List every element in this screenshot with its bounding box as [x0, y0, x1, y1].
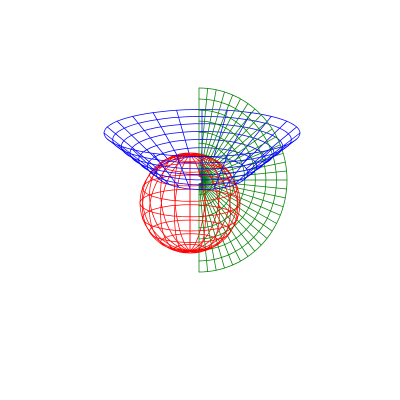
half-disk-spoke	[200, 108, 256, 178]
sphere-parallel	[142, 174, 238, 202]
cone-ring-spoke	[103, 132, 157, 174]
sphere-parallel	[142, 204, 238, 232]
half-disk-spoke	[201, 136, 277, 179]
half-disk-spoke	[200, 182, 256, 252]
half-disk-spoke	[199, 183, 225, 269]
half-disk-spoke	[201, 128, 273, 179]
cone-ring-spoke	[176, 109, 191, 158]
cone-ring-spoke	[224, 112, 252, 160]
half-disk-spoke	[201, 182, 262, 246]
cone-ring-spoke	[246, 126, 298, 170]
cone-ring-front-wires	[103, 132, 301, 190]
cone-ring-spoke	[106, 138, 158, 178]
cone-ring-spoke	[116, 120, 163, 166]
half-disk-spoke	[199, 183, 217, 271]
cone-ring-spoke	[213, 109, 228, 158]
cone-ring-spoke	[132, 149, 170, 186]
sphere-front-wires	[139, 152, 241, 254]
half-disk-spoke	[199, 183, 234, 266]
half-disk-spoke	[202, 180, 284, 208]
cone-ring-spoke	[224, 153, 252, 188]
half-disk-spoke	[198, 183, 208, 272]
cone-ring-back-wires	[103, 109, 301, 174]
half-disk-spoke	[199, 89, 217, 177]
half-disk-spoke	[201, 181, 273, 232]
cone-ring-spoke	[241, 120, 288, 166]
half-disk-spoke	[200, 182, 249, 257]
cone-ring-spoke	[106, 126, 158, 170]
half-disk-spoke	[201, 181, 281, 216]
sphere-parallel	[160, 233, 220, 251]
half-disk-spoke	[200, 98, 241, 178]
cone-ring-spoke	[234, 149, 272, 186]
sphere-parallel	[149, 219, 231, 243]
cone-ring-spoke	[241, 144, 288, 182]
cone-ring-spoke	[152, 112, 180, 160]
half-disk-spoke	[200, 182, 241, 262]
half-disk-spoke	[199, 91, 225, 177]
sphere-parallel	[174, 152, 206, 162]
cone-ring-spoke	[176, 155, 191, 190]
half-disk-spoke	[201, 181, 268, 239]
sphere-parallel	[174, 244, 206, 254]
cone-ring-spoke	[152, 153, 180, 188]
sphere-parallel	[149, 163, 231, 187]
half-disk-spoke	[198, 88, 208, 177]
cone-ring-spoke	[213, 155, 228, 190]
cone-ring-spoke	[132, 116, 170, 162]
